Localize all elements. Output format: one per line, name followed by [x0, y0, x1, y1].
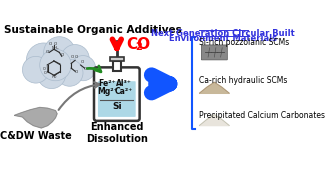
Text: 2: 2	[135, 42, 142, 52]
Text: O: O	[49, 42, 52, 46]
Text: HO: HO	[51, 75, 57, 79]
Text: O: O	[61, 53, 64, 57]
Text: C&DW Waste: C&DW Waste	[0, 131, 72, 141]
Text: Al³⁺: Al³⁺	[116, 79, 132, 88]
Text: Si: Si	[112, 102, 122, 111]
FancyBboxPatch shape	[202, 45, 227, 60]
Text: O: O	[54, 42, 57, 46]
Polygon shape	[15, 108, 57, 128]
Polygon shape	[200, 82, 229, 93]
Text: Mg²⁺: Mg²⁺	[97, 87, 118, 96]
Bar	[110, 57, 124, 61]
Circle shape	[37, 60, 66, 89]
Text: O: O	[46, 50, 49, 54]
Text: O: O	[44, 71, 46, 75]
Circle shape	[71, 56, 96, 81]
Text: Fe²⁺: Fe²⁺	[98, 79, 116, 88]
Text: Ca²⁺: Ca²⁺	[115, 87, 133, 96]
Text: O: O	[84, 67, 87, 71]
Text: Ca-rich hydraulic SCMs: Ca-rich hydraulic SCMs	[199, 76, 287, 85]
Circle shape	[40, 49, 71, 81]
Text: Enhanced
Dissolution: Enhanced Dissolution	[86, 122, 148, 144]
Text: O: O	[70, 55, 73, 59]
Circle shape	[56, 60, 83, 86]
Text: O: O	[81, 60, 84, 64]
Text: NH₂: NH₂	[52, 46, 59, 50]
FancyBboxPatch shape	[98, 81, 136, 117]
Circle shape	[44, 37, 75, 68]
Text: Si-rich pozzolanic SCMs: Si-rich pozzolanic SCMs	[199, 39, 289, 47]
Text: CO: CO	[126, 37, 150, 52]
FancyBboxPatch shape	[94, 67, 140, 121]
Circle shape	[26, 43, 61, 78]
Text: Precipitated Calcium Carbonates: Precipitated Calcium Carbonates	[199, 111, 325, 120]
Polygon shape	[200, 115, 229, 125]
Text: O: O	[74, 55, 78, 59]
Text: Environment Materials: Environment Materials	[169, 34, 277, 43]
Text: Sustainable Organic Additives: Sustainable Organic Additives	[4, 25, 182, 35]
Text: O: O	[74, 70, 78, 74]
Circle shape	[61, 45, 89, 73]
Text: O: O	[42, 67, 45, 71]
Text: Next Generation Circular Built: Next Generation Circular Built	[151, 29, 295, 38]
Bar	[113, 61, 121, 71]
Circle shape	[22, 56, 49, 83]
